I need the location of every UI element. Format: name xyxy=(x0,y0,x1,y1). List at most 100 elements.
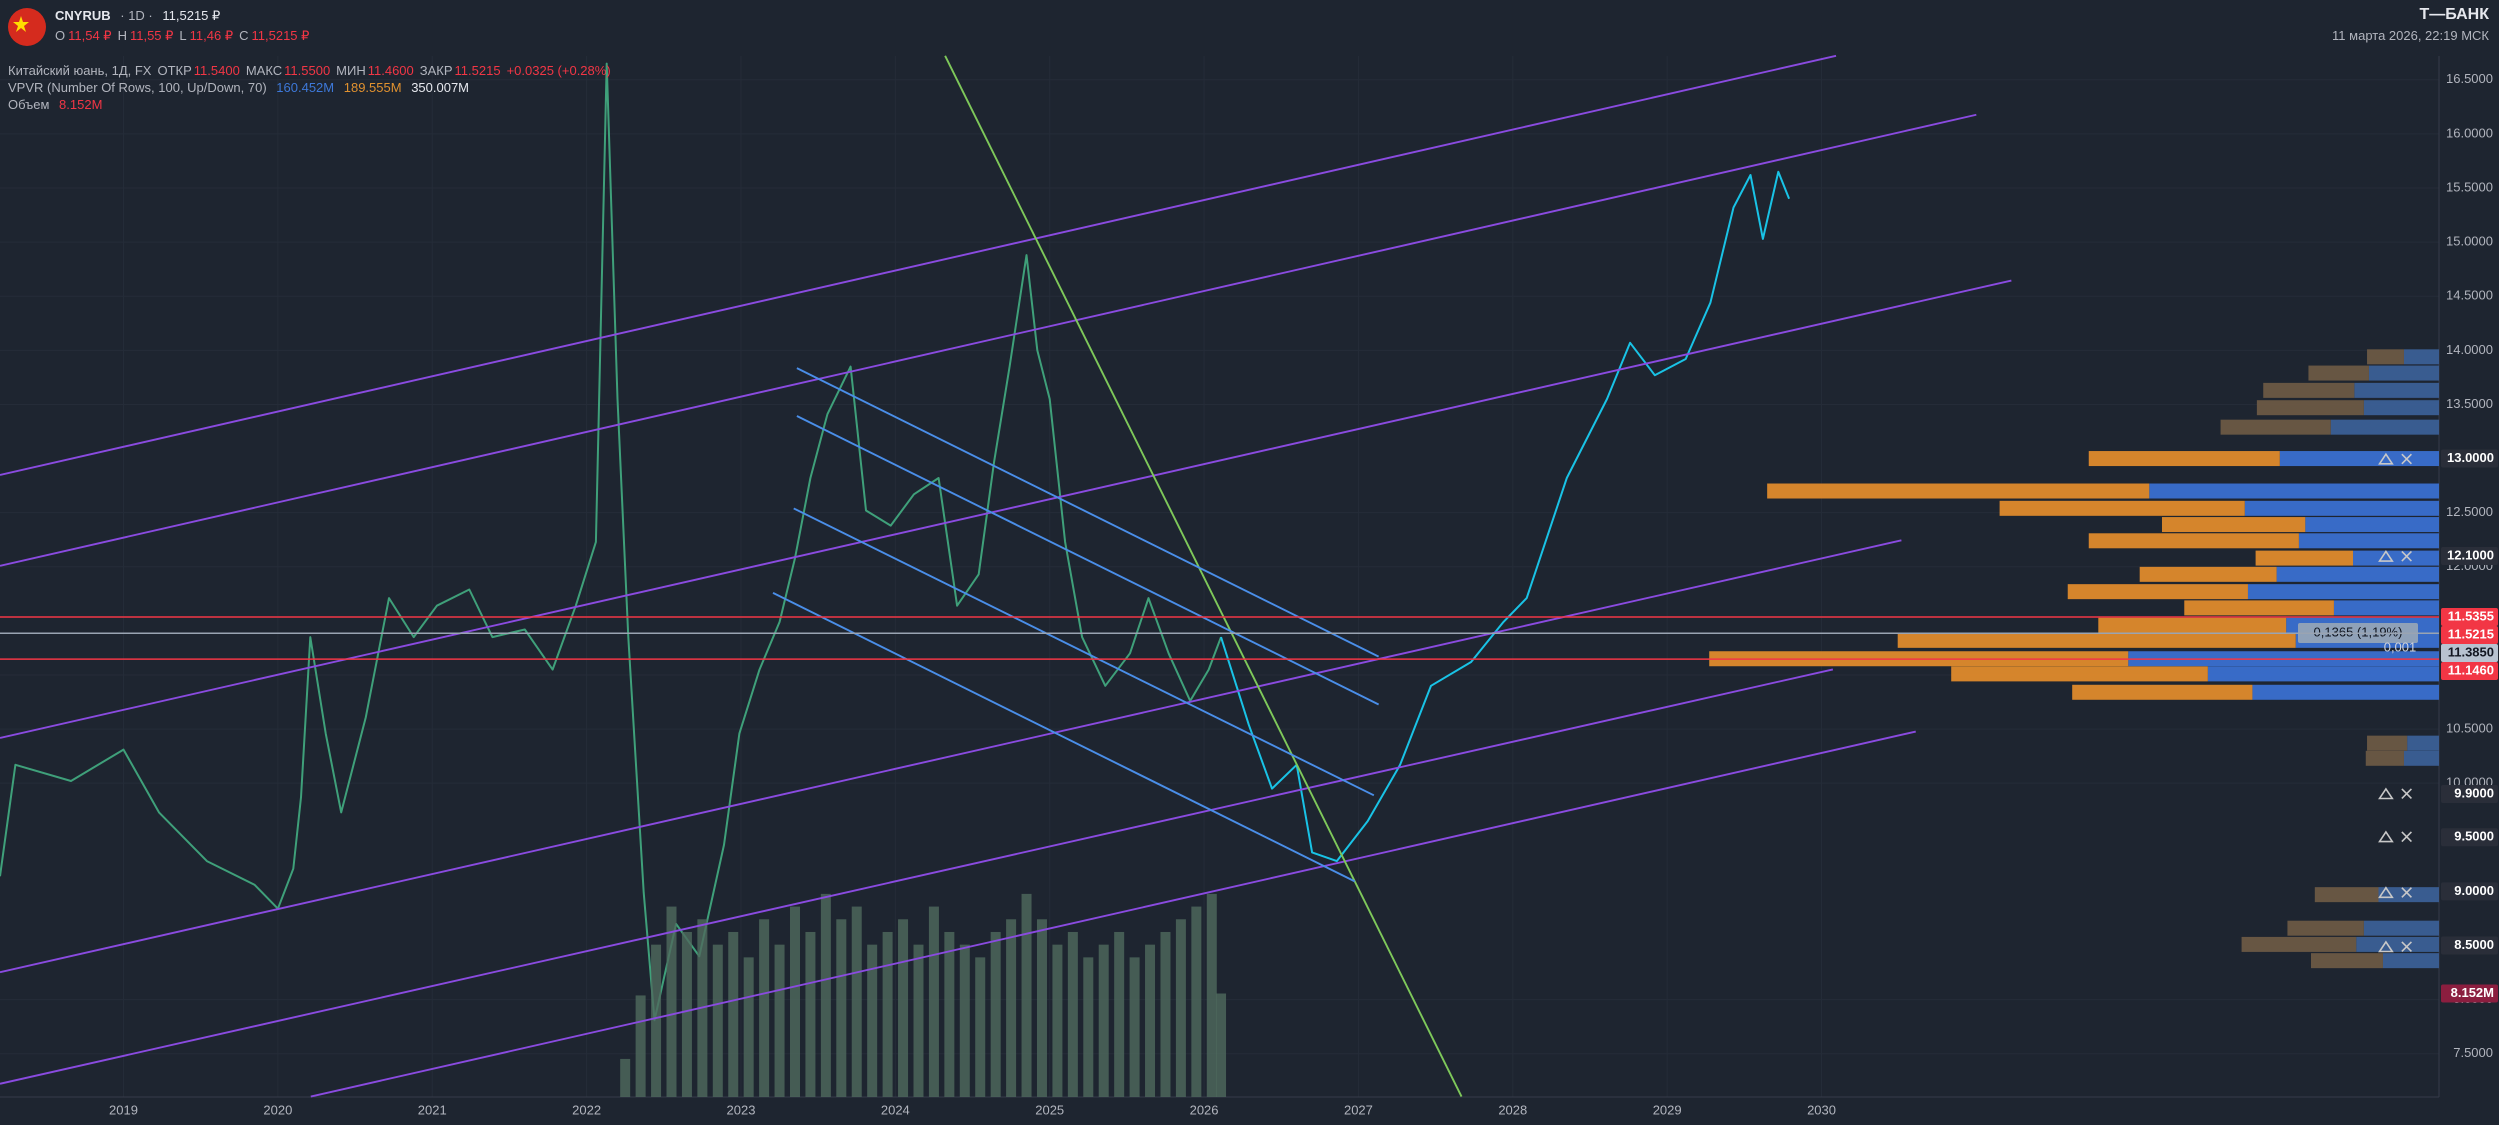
volume-bar xyxy=(975,957,986,1097)
price-label-box xyxy=(2441,546,2498,565)
trend-line xyxy=(0,539,1902,974)
ohlc-row: O 11,54 ₽ H 11,55 ₽ L 11,46 ₽ C 11,5215 ₽ xyxy=(55,28,315,44)
profile-bar xyxy=(2247,584,2439,600)
vpvr-name: VPVR (Number Of Rows, 100, Up/Down, 70) xyxy=(8,80,267,95)
volume-bar xyxy=(728,931,739,1097)
x-tick-label: 2030 xyxy=(1807,1102,1836,1117)
vpvr-total: 350.007M xyxy=(411,80,470,95)
profile-bar xyxy=(2263,382,2355,398)
trend-line xyxy=(772,592,1356,883)
channel-lines xyxy=(772,367,1380,883)
x-tick-label: 2029 xyxy=(1653,1102,1682,1117)
trend-line xyxy=(793,507,1375,797)
volume-bar xyxy=(836,919,847,1097)
price-label: 9.9000 xyxy=(2454,785,2494,800)
profile-bar xyxy=(2363,920,2439,936)
volume-bar xyxy=(651,944,662,1097)
y-tick-label: 14.0000 xyxy=(2446,342,2493,357)
profile-bar xyxy=(2207,666,2439,682)
datetime: 11 марта 2026, 22:19 МСК xyxy=(2332,28,2489,43)
volume-bar xyxy=(1206,893,1217,1097)
price-label: 12.1000 xyxy=(2447,547,2494,562)
profile-bar xyxy=(2363,400,2439,416)
profile-bar xyxy=(2333,600,2439,616)
volume-bar xyxy=(1175,919,1186,1097)
profile-bar xyxy=(2314,887,2379,903)
price-label-box xyxy=(2441,936,2498,955)
profile-bar xyxy=(1897,632,2296,648)
legend-value: 11.5500 xyxy=(284,63,331,78)
legend-value: 11.5215 xyxy=(454,63,501,78)
symbol-logo xyxy=(8,8,46,46)
brand: Т—БАНК xyxy=(2419,6,2489,23)
profile-bar xyxy=(1767,483,2150,499)
volume-name: Объем xyxy=(8,97,50,112)
price-label: 8.5000 xyxy=(2454,937,2494,952)
volume-bar xyxy=(635,995,646,1097)
profile-bar xyxy=(2367,349,2404,365)
trend-line xyxy=(0,668,1834,1085)
price-label: 11.3850 xyxy=(2448,644,2494,659)
x-tick-label: 2026 xyxy=(1190,1102,1219,1117)
alert-icon xyxy=(2378,787,2412,800)
profile-bar xyxy=(2088,451,2280,467)
trend-line xyxy=(0,113,1977,567)
profile-bar xyxy=(2308,365,2369,381)
volume-bar xyxy=(867,944,878,1097)
trend-line xyxy=(944,55,1463,1097)
x-tick-label: 2021 xyxy=(418,1102,447,1117)
y-tick-label: 12.5000 xyxy=(2446,504,2493,519)
profile-bar xyxy=(2067,584,2248,600)
profile-bar xyxy=(2161,517,2306,533)
volume-bar xyxy=(820,893,831,1097)
volume-bar xyxy=(882,931,893,1097)
profile-bar xyxy=(2365,750,2404,766)
price-label: 11.1460 xyxy=(2448,662,2494,677)
profile-bar xyxy=(2072,684,2253,700)
profile-bar xyxy=(2241,936,2357,952)
volume-bar xyxy=(1036,919,1047,1097)
x-tick-label: 2028 xyxy=(1498,1102,1527,1117)
volume-bar xyxy=(1098,944,1109,1097)
volume-bar xyxy=(898,919,909,1097)
volume-bar xyxy=(620,1058,631,1097)
trend-line xyxy=(796,415,1380,706)
alert-icon xyxy=(2378,452,2412,465)
legend-change: +0.0325 (+0.28%) xyxy=(506,63,611,78)
legend-value: 11.5400 xyxy=(193,63,240,78)
volume-row: Объем 8.152M xyxy=(8,97,108,112)
legend-label: МИН xyxy=(336,63,366,78)
volume-bar xyxy=(1006,919,1017,1097)
legend-name: Китайский юань, 1Д, FX xyxy=(8,63,152,78)
price-label-box xyxy=(2441,626,2498,645)
price-label: 13.0000 xyxy=(2447,450,2494,465)
price-label-box xyxy=(2441,608,2498,627)
profile-bar xyxy=(2279,451,2439,467)
ohlc-value: 11,54 ₽ xyxy=(68,28,112,43)
profile-bar xyxy=(2088,533,2299,549)
y-tick-label: 15.5000 xyxy=(2446,179,2493,194)
price-label-box xyxy=(2441,662,2498,681)
profile-bar xyxy=(2139,566,2277,582)
legend-value: 11.4600 xyxy=(367,63,414,78)
profile-bar xyxy=(2353,550,2439,566)
volume-bar xyxy=(1067,931,1078,1097)
volume-bar xyxy=(712,944,723,1097)
price-label: 11.5215 xyxy=(2448,626,2494,641)
price-label-box xyxy=(2441,882,2498,901)
y-tick-label: 14.5000 xyxy=(2446,288,2493,303)
profile-bar xyxy=(2255,550,2354,566)
y-tick-label: 16.5000 xyxy=(2446,71,2493,86)
volume-bar xyxy=(805,931,816,1097)
profile-bar xyxy=(1999,500,2245,516)
profile-bar xyxy=(2256,400,2364,416)
profile-bar xyxy=(2220,419,2331,435)
x-tick-label: 2023 xyxy=(727,1102,756,1117)
interval: · 1D · xyxy=(120,8,153,23)
profile-bar xyxy=(2311,953,2383,969)
alert-icon xyxy=(2378,830,2412,843)
profile-bar xyxy=(2276,566,2439,582)
price-label-box xyxy=(2441,449,2498,468)
